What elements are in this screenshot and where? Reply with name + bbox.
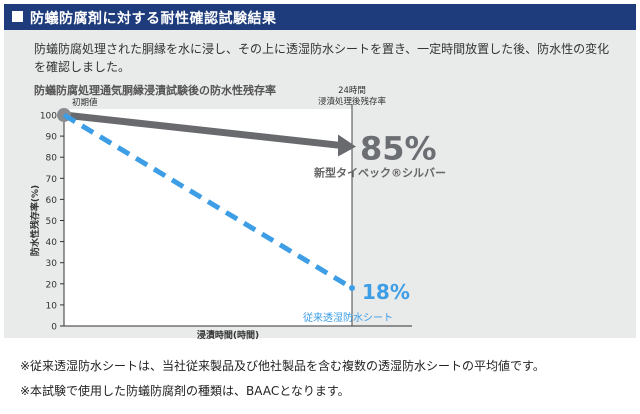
y-tick-label: 70 [46, 175, 58, 185]
y-tick-label: 80 [46, 154, 58, 164]
footnote-2: ※本試験で使用した防蟻防腐剤の種類は、BAACとなります。 [20, 384, 350, 398]
y-tick-label: 90 [46, 133, 58, 143]
x-start-label: 初期値 [72, 97, 98, 108]
series-line-1 [62, 112, 354, 291]
y-tick-label: 30 [46, 259, 58, 269]
series-arrow-0 [338, 134, 356, 157]
y-tick-label: 10 [46, 301, 58, 311]
section-title: 防蟻防腐剤に対する耐性確認試験結果 [30, 11, 277, 27]
y-tick-label: 100 [40, 112, 57, 122]
header-square-icon [12, 11, 23, 22]
series-end-value-1: 18% [362, 280, 410, 304]
series-name-1: 従来透湿防水シート [303, 311, 393, 324]
y-tick-label: 50 [46, 217, 58, 227]
x-axis-label: 浸漬時間(時間) [197, 329, 259, 341]
series-line-0 [63, 111, 343, 150]
y-tick-label: 0 [51, 323, 57, 333]
plot-area [64, 109, 352, 326]
chart-title: 防蟻防腐処理通気胴縁浸漬試験後の防水性残存率 [34, 84, 276, 97]
x-end-label-line2: 浸漬処理後残存率 [318, 96, 387, 107]
y-tick-label: 60 [46, 196, 58, 206]
y-tick-label: 20 [46, 280, 58, 290]
section-header: 防蟻防腐剤に対する耐性確認試験結果 [4, 4, 636, 30]
series-end-value-0: 85% [360, 130, 437, 168]
x-end-label-line1: 24時間 [338, 86, 366, 96]
y-axis-label: 防水性残存率(%) [29, 185, 41, 256]
series-end-point-1 [349, 285, 355, 292]
series-name-0: 新型タイベック®シルバー [314, 166, 446, 180]
y-tick-label: 40 [46, 238, 58, 248]
intro-text: 防蟻防腐処理された胴縁を水に浸し、その上に透湿防水シートを置き、一定時間放置した… [34, 42, 610, 74]
footnote-1: ※従来透湿防水シートは、当社従来製品及び他社製品を含む複数の透湿防水シートの平均… [20, 359, 545, 373]
